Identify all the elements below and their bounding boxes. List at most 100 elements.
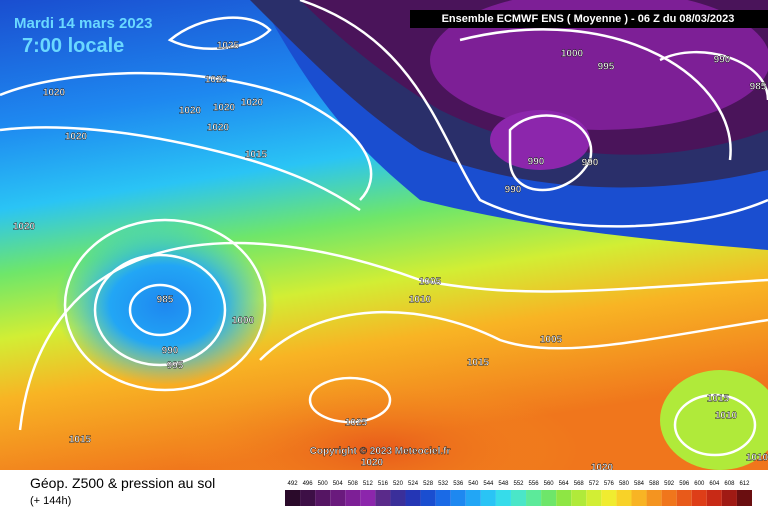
colorbar-swatch: [616, 490, 632, 506]
colorbar-tick-label: 576: [604, 481, 615, 487]
isobar-label: 1025: [217, 41, 240, 52]
isobar-label: 990: [528, 157, 545, 168]
isobar-label: 990: [714, 55, 731, 66]
colorbar-swatch: [646, 490, 662, 506]
colorbar-swatch: [450, 490, 466, 506]
colorbar-swatch: [300, 490, 316, 506]
isobar: [659, 51, 768, 101]
isobar: [299, 0, 768, 228]
colorbar: 492 496 500 504 508 512 516 520 524 528 532 536 540 5…: [285, 481, 752, 506]
colorbar-tick-label: 540: [468, 481, 479, 487]
colorbar-tick-label: 516: [378, 481, 389, 487]
isobar-label: 1020: [213, 103, 236, 114]
colorbar-tick-label: 532: [438, 481, 449, 487]
isobar-label: 1005: [419, 277, 442, 288]
isobar-label: 1015: [245, 150, 268, 161]
isobar: [167, 16, 272, 50]
colorbar-tick-label: 508: [348, 481, 359, 487]
isobar-label: 1025: [205, 75, 228, 86]
colorbar-tick-label: 612: [739, 481, 750, 487]
colorbar-swatch: [541, 490, 557, 506]
colorbar-tick-label: 584: [634, 481, 645, 487]
isobar-label: 1000: [232, 316, 255, 327]
colorbar-tick-label: 596: [679, 481, 690, 487]
isobar: [0, 71, 373, 201]
isobar-label: 995: [598, 62, 615, 73]
time: 7:00 locale: [22, 35, 124, 57]
isobar: [673, 393, 757, 457]
colorbar-tick-label: 496: [303, 481, 314, 487]
isobar: [93, 253, 227, 367]
isobar-label: 1020: [207, 123, 230, 134]
colorbar-tick-label: 604: [709, 481, 720, 487]
colorbar-swatch: [510, 490, 527, 506]
colorbar-swatch: [556, 490, 572, 506]
colorbar-swatch: [676, 490, 692, 506]
isobar-label: 1020: [241, 98, 264, 109]
colorbar-swatch: [526, 490, 542, 506]
colorbar-swatch: [480, 490, 496, 506]
isobar: [128, 283, 192, 337]
colorbar-tick-label: 580: [619, 481, 630, 487]
isobar: [508, 114, 593, 192]
colorbar-tick-label: 492: [288, 481, 299, 487]
isobar-label: 1010: [715, 411, 738, 422]
isobar-label: 990: [582, 158, 599, 169]
copyright: Copyright © 2023 Meteociel.fr: [310, 446, 451, 457]
colorbar-swatch: [465, 490, 481, 506]
isobar-label: 1015: [69, 435, 92, 446]
header-box: [410, 10, 768, 28]
colorbar-swatch: [691, 490, 707, 506]
colorbar-tick-label: 512: [363, 481, 374, 487]
colorbar-tick-label: 520: [393, 481, 404, 487]
colorbar-tick-label: 572: [589, 481, 600, 487]
colorbar-tick-label: 548: [498, 481, 509, 487]
colorbar-tick-label: 588: [649, 481, 660, 487]
isobar-label: 1010: [409, 295, 432, 306]
colorbar-tick-label: 592: [664, 481, 675, 487]
colorbar-swatch: [495, 490, 511, 506]
isobar: [0, 126, 361, 212]
colorbar-swatch: [736, 490, 752, 506]
colorbar-swatch: [661, 490, 677, 506]
colorbar-tick-label: 560: [544, 481, 555, 487]
colorbar-tick-label: 544: [483, 481, 494, 487]
colorbar-swatch: [375, 490, 391, 506]
isobar-label: 1020: [361, 458, 384, 469]
colorbar-tick-label: 568: [574, 481, 585, 487]
isobar: [63, 218, 267, 392]
isobar-label: 1015: [707, 394, 730, 405]
date: Mardi 14 mars 2023: [14, 15, 152, 32]
colorbar-swatch: [315, 490, 331, 506]
colorbar-swatch: [360, 490, 376, 506]
colorbar-swatch: [586, 490, 602, 506]
colorbar-tick-label: 608: [724, 481, 735, 487]
isobar-label: 1015: [467, 358, 490, 369]
colorbar-tick-label: 500: [318, 481, 329, 487]
colorbar-tick-label: 552: [513, 481, 524, 487]
isobar-label: 985: [157, 295, 174, 306]
colorbar-swatch: [435, 490, 451, 506]
colorbar-tick-label: 600: [694, 481, 705, 487]
isobar: [459, 28, 732, 161]
isobar: [18, 241, 768, 431]
colorbar-tick-label: 564: [559, 481, 570, 487]
colorbar-swatch: [390, 490, 406, 506]
colorbar-tick-label: 556: [529, 481, 540, 487]
footer-lead: (+ 144h): [30, 495, 71, 507]
isobar: [308, 376, 392, 424]
isobars: [0, 0, 768, 455]
colorbar-tick-label: 536: [453, 481, 464, 487]
isobar-label: 1025: [345, 418, 368, 429]
isobar-label: 1020: [591, 463, 614, 474]
isobar-label: 1020: [65, 132, 88, 143]
colorbar-swatch: [721, 490, 737, 506]
isobar-label: 1000: [561, 49, 584, 60]
colorbar-swatch: [420, 490, 436, 506]
colorbar-swatch: [631, 490, 647, 506]
colorbar-tick-label: 524: [408, 481, 419, 487]
colorbar-tick-label: 504: [333, 481, 344, 487]
isobar-label: 990: [162, 346, 179, 357]
colorbar-swatch: [345, 490, 361, 506]
